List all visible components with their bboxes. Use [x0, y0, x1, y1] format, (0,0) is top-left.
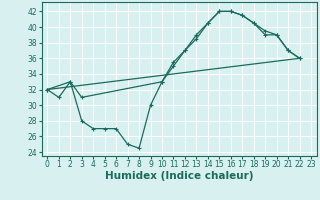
- X-axis label: Humidex (Indice chaleur): Humidex (Indice chaleur): [105, 171, 253, 181]
